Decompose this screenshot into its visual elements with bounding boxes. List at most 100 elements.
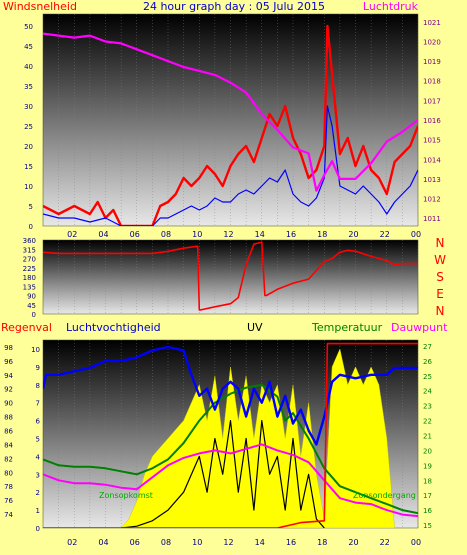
rain-line xyxy=(43,342,418,528)
x-tick-label: 06 xyxy=(130,230,140,239)
dewpoint-line xyxy=(43,443,418,518)
x-tick-label: 14 xyxy=(255,538,265,547)
compass-label: W xyxy=(434,253,446,267)
y-tick-label: 4 xyxy=(36,453,41,461)
y-tick-label: 0 xyxy=(32,311,36,319)
x-tick-label: 16 xyxy=(286,230,296,239)
y-tick-label: 78 xyxy=(4,483,13,491)
y-tick-label: 45 xyxy=(24,43,33,51)
y-tick-label: 35 xyxy=(24,83,33,91)
series-group xyxy=(43,342,418,528)
x-tick-label: 22 xyxy=(380,230,390,239)
temperature-axis: 15 16 17 18 19 20 21 22 23 24 25 26 27 xyxy=(423,343,432,530)
y-tick-label: 1021 xyxy=(423,19,441,27)
y-tick-label: 1013 xyxy=(423,176,441,184)
avg-line xyxy=(43,105,418,226)
y-tick-label: 0 xyxy=(36,525,40,533)
pressure-line xyxy=(43,32,418,192)
y-tick-label: 25 xyxy=(24,123,33,131)
x-tick-label: 04 xyxy=(98,538,108,547)
x-tick-label: 16 xyxy=(286,538,296,547)
y-tick-label: 18 xyxy=(423,477,432,485)
y-tick-label: 15 xyxy=(423,522,432,530)
y-tick-label: 2 xyxy=(36,489,40,497)
y-tick-label: 180 xyxy=(23,274,36,282)
x-tick-label: 08 xyxy=(161,538,171,547)
rain-axis: 0 1 2 3 4 5 6 7 8 9 10 xyxy=(31,346,40,533)
y-tick-label: 92 xyxy=(4,386,13,394)
climate-panel: Regenval Luchtvochtigheid UV Temperatuur… xyxy=(1,321,448,547)
legend-humidity: Luchtvochtigheid xyxy=(66,321,161,334)
legend-temperature: Temperatuur xyxy=(311,321,383,334)
y-tick-label: 0 xyxy=(29,223,33,231)
y-tick-label: 90 xyxy=(4,400,13,408)
y-tick-label: 90 xyxy=(27,293,36,301)
x-tick-label: 22 xyxy=(380,538,390,547)
y-tick-label: 17 xyxy=(423,492,432,500)
y-tick-label: 40 xyxy=(24,63,33,71)
series-group xyxy=(43,241,418,311)
x-tick-label: 12 xyxy=(223,230,233,239)
gust-line xyxy=(43,24,418,226)
x-tick-label: 20 xyxy=(348,538,358,547)
y-tick-label: 26 xyxy=(423,358,432,366)
y-tick-label: 82 xyxy=(4,455,13,463)
x-tick-label: 06 xyxy=(130,538,140,547)
y-tick-label: 3 xyxy=(36,471,40,479)
pressure-axis-label: Luchtdruk xyxy=(363,0,419,13)
y-tick-label: 98 xyxy=(4,344,13,352)
x-tick-label: 02 xyxy=(67,538,77,547)
time-axis: 02 04 06 08 10 12 14 16 18 20 22 00 xyxy=(67,538,421,547)
y-tick-label: 1014 xyxy=(423,156,441,164)
y-tick-label: 96 xyxy=(4,358,13,366)
y-tick-label: 21 xyxy=(423,432,432,440)
y-tick-label: 15 xyxy=(24,163,33,171)
x-tick-label: 20 xyxy=(348,230,358,239)
legend-uv: UV xyxy=(247,321,263,334)
y-tick-label: 50 xyxy=(24,23,33,31)
y-tick-label: 1011 xyxy=(423,215,441,223)
x-tick-label: 00 xyxy=(411,538,421,547)
y-tick-label: 135 xyxy=(23,283,36,291)
y-tick-label: 16 xyxy=(423,507,432,515)
y-tick-label: 360 xyxy=(23,237,36,245)
legend-dewpoint: Dauwpunt xyxy=(391,321,448,334)
y-tick-label: 19 xyxy=(423,462,432,470)
series-group xyxy=(43,24,418,226)
y-tick-label: 9 xyxy=(36,364,40,372)
wind-axis: 0 5 10 15 20 25 30 35 40 45 50 xyxy=(24,23,33,231)
wind-axis-label: Windsnelheid xyxy=(3,0,77,13)
chart-title: 24 hour graph day : 05 Julu 2015 xyxy=(143,0,325,13)
x-tick-label: 04 xyxy=(98,230,108,239)
x-tick-label: 14 xyxy=(255,230,265,239)
uv-line xyxy=(121,420,325,528)
x-tick-label: 18 xyxy=(317,230,327,239)
y-tick-label: 94 xyxy=(4,372,13,380)
y-tick-label: 30 xyxy=(24,103,33,111)
y-tick-label: 10 xyxy=(31,346,40,354)
y-tick-label: 1019 xyxy=(423,58,441,66)
x-tick-label: 12 xyxy=(223,538,233,547)
y-tick-label: 88 xyxy=(4,414,13,422)
y-tick-label: 45 xyxy=(27,302,36,310)
y-tick-label: 25 xyxy=(423,373,432,381)
y-tick-label: 20 xyxy=(24,143,33,151)
y-tick-label: 5 xyxy=(36,435,40,443)
y-tick-label: 1016 xyxy=(423,117,441,125)
y-tick-label: 76 xyxy=(4,497,13,505)
humidity-axis: 74 76 78 80 82 84 86 88 90 92 94 96 98 xyxy=(4,344,13,519)
y-tick-label: 1020 xyxy=(423,38,441,46)
grid xyxy=(58,240,419,314)
y-tick-label: 1018 xyxy=(423,78,441,86)
time-axis: 02 04 06 08 10 12 14 16 18 20 22 00 xyxy=(67,230,421,239)
y-tick-label: 225 xyxy=(23,265,36,273)
compass-label: S xyxy=(436,270,444,284)
y-tick-label: 1017 xyxy=(423,97,441,105)
y-tick-label: 80 xyxy=(4,469,13,477)
y-tick-label: 315 xyxy=(23,246,36,254)
humidity-line xyxy=(43,345,418,446)
